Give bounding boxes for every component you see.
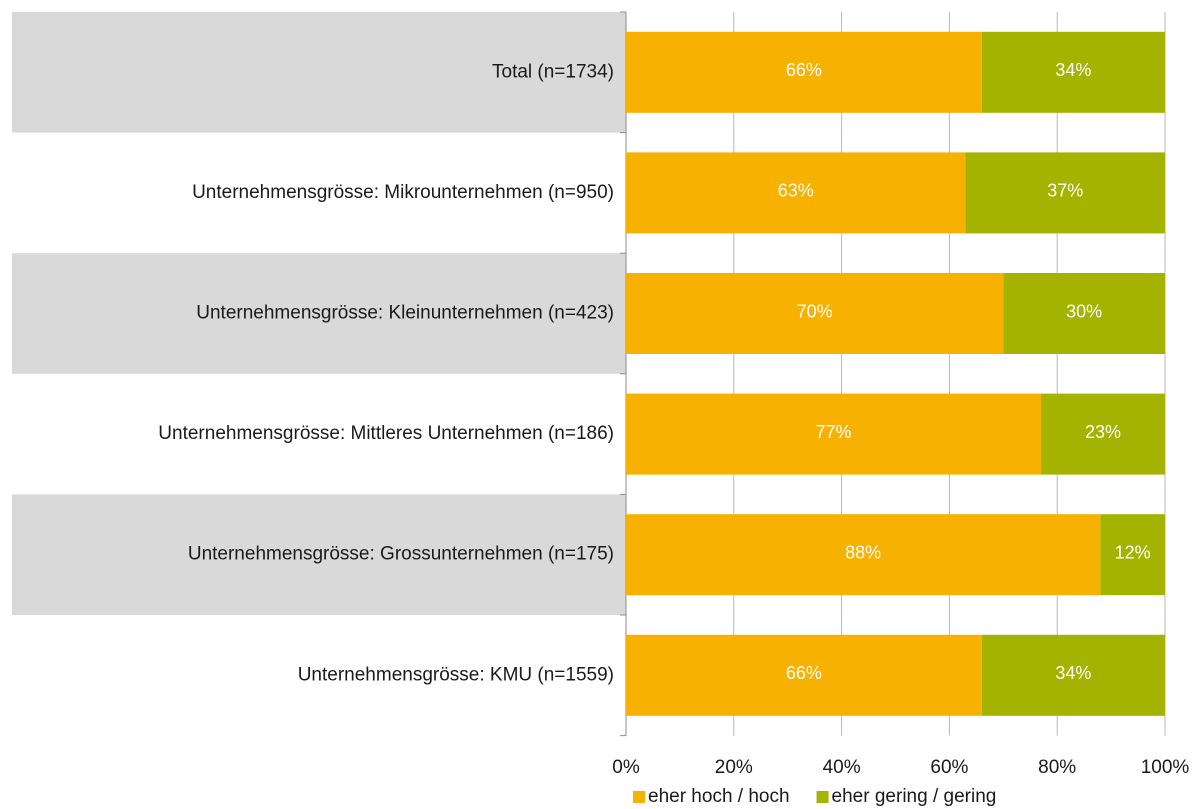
bar-segment [626, 393, 1042, 475]
value-label: 23% [1085, 422, 1121, 442]
value-label: 34% [1055, 60, 1091, 80]
bar-segment [981, 31, 1165, 113]
category-label: Unternehmensgrösse: Kleinunternehmen (n=… [196, 303, 614, 324]
x-tick-label: 20% [715, 757, 753, 778]
bar-segment [626, 152, 966, 234]
bar-segment [981, 634, 1165, 716]
value-label: 70% [797, 301, 833, 321]
row-band [12, 494, 626, 615]
bar-segment [965, 152, 1165, 234]
value-label: 63% [778, 181, 814, 201]
legend-swatch [816, 791, 829, 803]
bar-segment [1100, 514, 1165, 596]
row-band [12, 12, 626, 133]
x-tick-label: 40% [823, 757, 861, 778]
bar-segment [626, 273, 1004, 354]
bar-segment [1041, 393, 1165, 475]
value-label: 30% [1066, 301, 1102, 321]
value-label: 88% [845, 542, 881, 562]
legend-label: eher gering / gering [832, 786, 997, 807]
category-label: Unternehmensgrösse: Grossunternehmen (n=… [188, 544, 614, 565]
x-tick-label: 80% [1038, 757, 1076, 778]
row-band [12, 253, 626, 374]
bar-segment [626, 31, 982, 113]
value-label: 34% [1055, 663, 1091, 683]
value-label: 66% [786, 60, 822, 80]
value-label: 66% [786, 663, 822, 683]
value-label: 77% [815, 422, 851, 442]
category-label: Total (n=1734) [492, 61, 614, 82]
x-tick-label: 100% [1141, 757, 1190, 778]
category-label: Unternehmensgrösse: Mikrounternehmen (n=… [192, 182, 614, 203]
value-label: 37% [1047, 181, 1083, 201]
legend-label: eher hoch / hoch [648, 786, 790, 807]
bar-segment [1003, 273, 1165, 354]
value-label: 12% [1115, 542, 1151, 562]
category-label: Unternehmensgrösse: Mittleres Unternehme… [158, 423, 614, 444]
category-label: Unternehmensgrösse: KMU (n=1559) [298, 664, 614, 685]
legend-swatch [633, 791, 645, 803]
bar-segment [626, 514, 1101, 596]
x-tick-label: 0% [612, 757, 640, 778]
x-tick-label: 60% [930, 757, 968, 778]
bar-segment [626, 634, 982, 716]
